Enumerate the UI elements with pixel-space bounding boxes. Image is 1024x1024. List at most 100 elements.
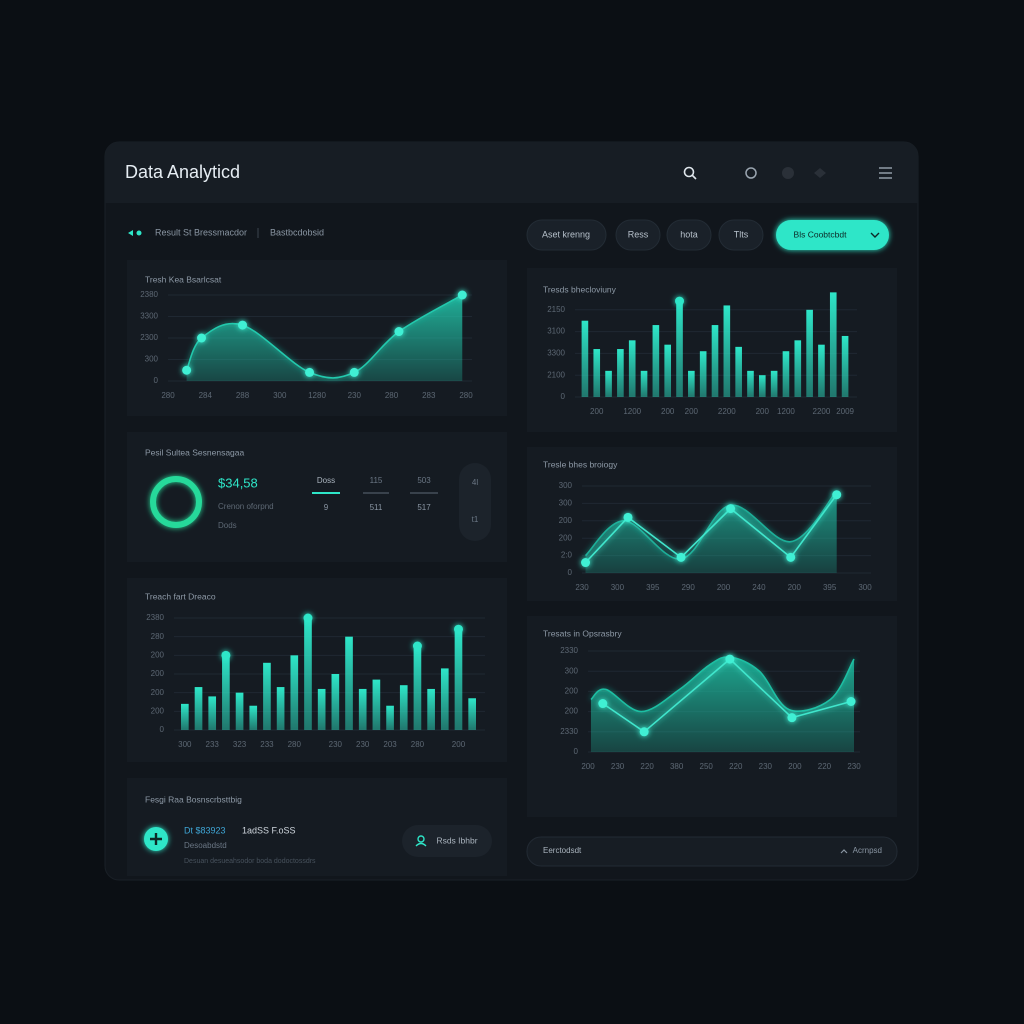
bar bbox=[440, 668, 449, 730]
x-tick-label: 230 bbox=[847, 762, 861, 771]
kpi-caption: Crenon oforpnd bbox=[218, 502, 274, 511]
y-tick-label: 2330 bbox=[560, 646, 578, 655]
filter-label[interactable]: Ress bbox=[628, 229, 649, 239]
footer-chevron[interactable] bbox=[840, 849, 848, 854]
summary-line: Desoabdstd bbox=[184, 841, 227, 850]
point bbox=[305, 367, 315, 377]
filter-label[interactable]: Tlts bbox=[734, 229, 749, 239]
side-toggle-label[interactable]: 4l bbox=[472, 478, 478, 487]
header-bar-base bbox=[105, 180, 918, 203]
add-icon[interactable] bbox=[150, 833, 162, 845]
x-tick-label: 200 bbox=[717, 583, 731, 592]
bar bbox=[664, 344, 672, 397]
kpi-column-label: 503 bbox=[417, 476, 431, 485]
x-tick-label: 1280 bbox=[308, 391, 326, 400]
bar bbox=[676, 301, 683, 397]
x-tick-label: 280 bbox=[288, 740, 302, 749]
kpi-ring bbox=[150, 476, 202, 528]
bar bbox=[413, 646, 422, 730]
bar-highlight bbox=[675, 296, 685, 306]
search-icon[interactable] bbox=[683, 166, 697, 180]
footer-left: Eerctodsdt bbox=[543, 846, 582, 855]
x-tick-label: 230 bbox=[611, 762, 625, 771]
bar bbox=[194, 687, 203, 730]
x-tick-label: 233 bbox=[206, 740, 220, 749]
x-tick-label: 220 bbox=[818, 762, 832, 771]
breadcrumb[interactable]: Bastbcdobsid bbox=[270, 227, 324, 237]
filter-pill[interactable] bbox=[615, 219, 661, 251]
x-tick-label: 200 bbox=[788, 583, 802, 592]
x-tick-label: 290 bbox=[681, 583, 695, 592]
kpi-sub: Dods bbox=[218, 521, 237, 530]
notification-icon[interactable] bbox=[745, 167, 757, 179]
active-filter-label[interactable]: Bls Coobtcbdt bbox=[794, 229, 848, 239]
x-tick-label: 230 bbox=[348, 391, 362, 400]
panel-title: Fesgi Raa Bosnscrbsttbig bbox=[145, 794, 242, 804]
footer-right[interactable]: Acrnpsd bbox=[853, 846, 882, 855]
x-tick-label: 280 bbox=[459, 391, 473, 400]
x-tick-label: 203 bbox=[383, 740, 397, 749]
y-tick-label: 200 bbox=[559, 533, 573, 542]
area bbox=[186, 295, 463, 381]
bar bbox=[358, 688, 367, 730]
bar bbox=[794, 340, 802, 397]
breadcrumb[interactable]: Result St Bressmacdor bbox=[155, 227, 247, 237]
y-tick-label: 0 bbox=[160, 725, 165, 734]
bar bbox=[747, 370, 754, 397]
x-tick-label: 395 bbox=[823, 583, 837, 592]
area bbox=[585, 491, 837, 573]
filter-label[interactable]: hota bbox=[680, 229, 698, 239]
button-icon[interactable] bbox=[415, 842, 427, 847]
summary-button-label[interactable]: Rsds Ibhbr bbox=[436, 835, 477, 845]
line bbox=[584, 494, 838, 564]
side-toggle-label[interactable]: t1 bbox=[472, 515, 479, 524]
back-icon[interactable] bbox=[128, 230, 133, 236]
point bbox=[623, 512, 633, 522]
button-icon[interactable] bbox=[417, 835, 425, 843]
y-tick-label: 2150 bbox=[547, 305, 565, 314]
x-tick-label: 200 bbox=[452, 740, 466, 749]
bar bbox=[263, 662, 271, 730]
x-tick-label: 200 bbox=[788, 762, 802, 771]
settings-icon[interactable] bbox=[814, 168, 826, 178]
filter-pill[interactable] bbox=[666, 219, 712, 251]
y-tick-label: 200 bbox=[151, 688, 165, 697]
y-tick-label: 0 bbox=[574, 747, 579, 756]
profile-icon[interactable] bbox=[782, 167, 794, 179]
footer-bar bbox=[526, 836, 898, 867]
bar bbox=[468, 698, 476, 730]
status-dot bbox=[136, 230, 142, 236]
filter-pill[interactable] bbox=[718, 219, 764, 251]
menu-icon[interactable] bbox=[879, 167, 892, 179]
summary-button[interactable] bbox=[402, 825, 492, 857]
filter-pill[interactable] bbox=[526, 219, 607, 251]
point bbox=[786, 552, 796, 562]
side-toggle[interactable] bbox=[459, 463, 491, 541]
x-tick-label: 280 bbox=[161, 391, 175, 400]
x-tick-label: 323 bbox=[233, 740, 247, 749]
x-tick-label: 1200 bbox=[623, 407, 641, 416]
bar bbox=[806, 309, 813, 397]
y-tick-label: 2100 bbox=[547, 370, 565, 379]
bar bbox=[640, 370, 648, 397]
bar bbox=[593, 349, 601, 397]
x-tick-label: 284 bbox=[199, 391, 213, 400]
bar bbox=[829, 292, 837, 397]
bar bbox=[770, 370, 778, 397]
point bbox=[238, 320, 247, 330]
y-tick-label: 3300 bbox=[140, 312, 158, 321]
dropdown-chevron[interactable] bbox=[870, 232, 880, 238]
bar bbox=[181, 703, 189, 730]
y-tick-label: 2380 bbox=[146, 613, 164, 622]
point bbox=[197, 333, 207, 343]
x-tick-label: 240 bbox=[752, 583, 766, 592]
point bbox=[581, 558, 591, 568]
bar bbox=[628, 340, 636, 397]
active-filter-pill[interactable] bbox=[776, 220, 889, 250]
x-tick-label: 280 bbox=[385, 391, 399, 400]
y-tick-label: 300 bbox=[565, 666, 579, 675]
x-tick-label: 300 bbox=[273, 391, 287, 400]
filter-label[interactable]: Aset krenng bbox=[542, 229, 590, 239]
bar-highlight bbox=[303, 613, 313, 623]
x-tick-label: 395 bbox=[646, 583, 660, 592]
